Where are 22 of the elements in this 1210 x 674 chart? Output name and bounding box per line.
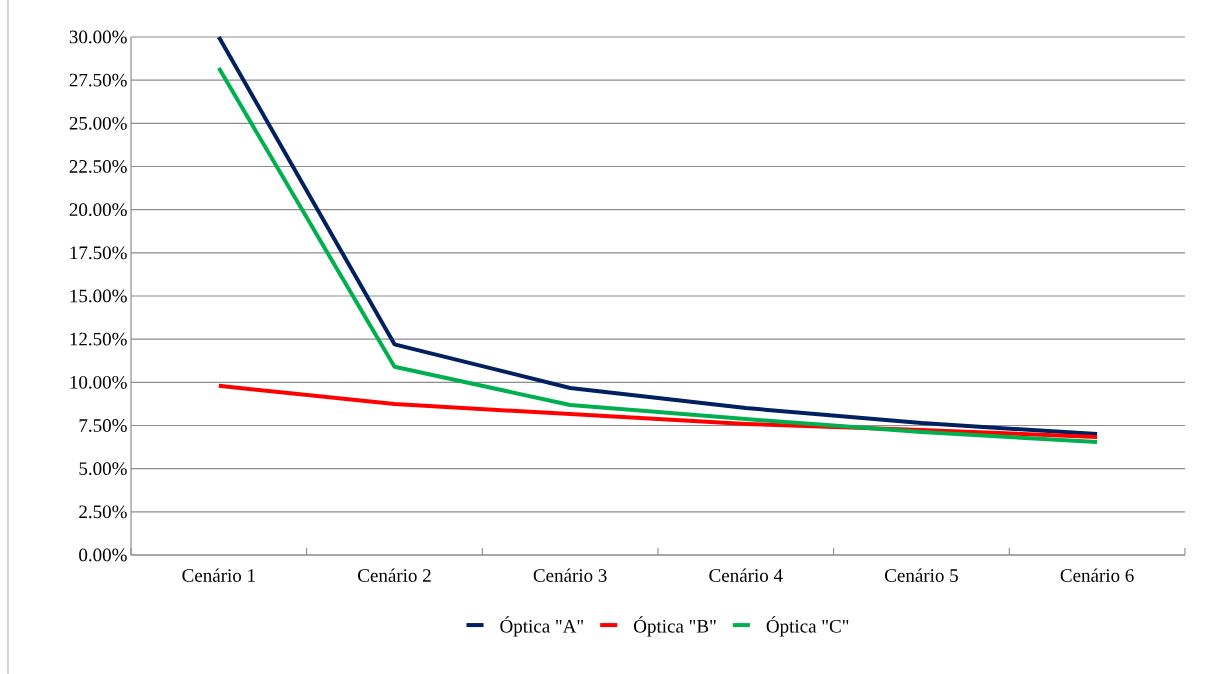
x-tick-label: Cenário 1 (182, 568, 255, 582)
y-tick-label: 12.50% (70, 332, 127, 346)
x-tick-label: Cenário 3 (533, 568, 607, 582)
y-tick-label: 0.00% (79, 548, 127, 562)
y-tick-label: 25.00% (69, 116, 127, 130)
y-tick-label: 5.00% (79, 462, 127, 476)
y-tick-label: 15.00% (70, 289, 127, 303)
legend-label: Óptica "A" (500, 616, 583, 637)
y-tick-label: 20.00% (69, 203, 127, 217)
y-tick-label: 22.50% (69, 160, 127, 173)
y-tick-label: 30.00% (69, 30, 127, 44)
x-tick-label: Cenário 5 (885, 568, 958, 582)
y-tick-label: 10.00% (70, 375, 127, 389)
x-tick-label: Cenário 4 (709, 568, 783, 582)
y-tick-label: 2.50% (79, 505, 127, 519)
y-tick-label: 27.50% (69, 73, 127, 87)
legend-label: Óptica "B" (634, 616, 716, 637)
legend-label: Óptica "C" (766, 616, 849, 637)
y-tick-label: 17.50% (70, 246, 127, 260)
y-tick-label: 7.50% (79, 419, 127, 432)
x-tick-label: Cenário 2 (358, 568, 431, 582)
x-tick-label: Cenário 6 (1060, 568, 1134, 582)
